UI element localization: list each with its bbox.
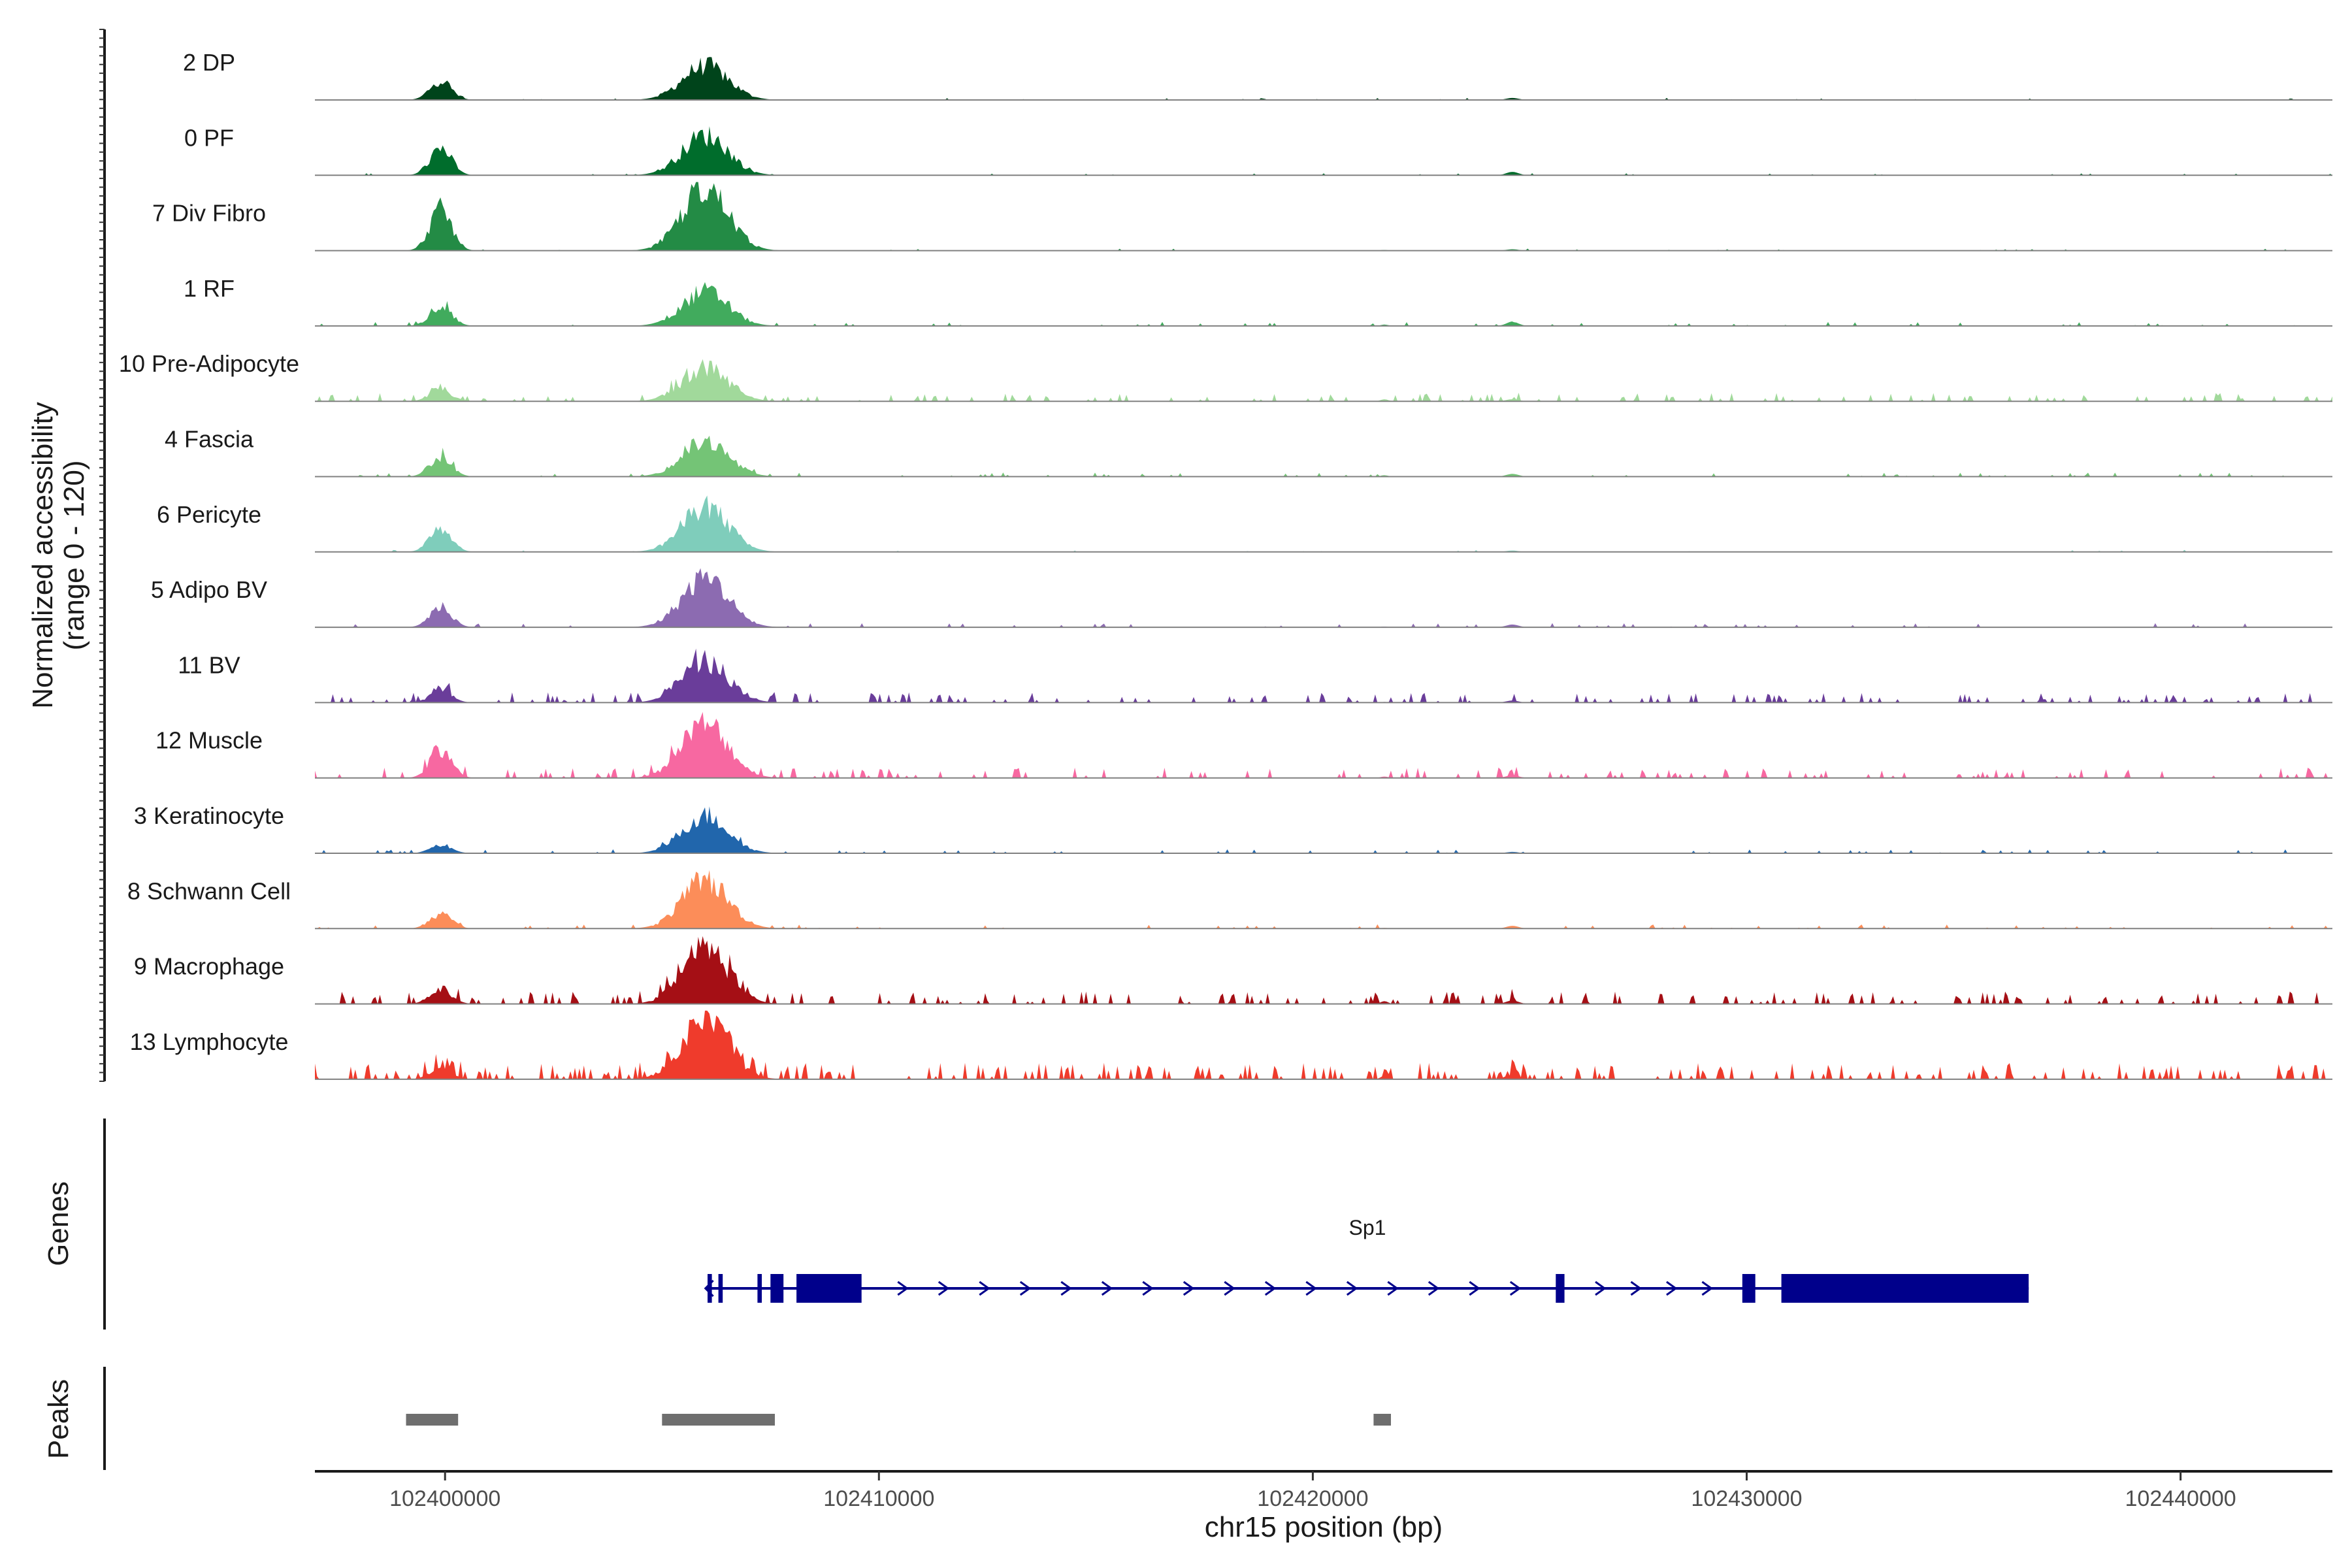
track-label: 6 Pericyte xyxy=(157,501,261,528)
track-label: 2 DP xyxy=(183,49,235,76)
genes-track: Genes Sp1 xyxy=(42,1119,2029,1330)
track-8-schwann-cell: 8 Schwann Cell xyxy=(127,870,2332,930)
track-label: 0 PF xyxy=(184,124,234,151)
gene-exon xyxy=(757,1274,762,1303)
track-label: 5 Adipo BV xyxy=(151,576,267,603)
gene-strand-arrow xyxy=(1469,1281,1480,1296)
track-13-lymphocyte: 13 Lymphocyte xyxy=(130,1010,2332,1080)
track-3-keratinocyte: 3 Keratinocyte xyxy=(134,802,2332,854)
track-5-adipo-bv: 5 Adipo BV xyxy=(151,568,2332,629)
peaks-track-label: Peaks xyxy=(42,1379,74,1459)
gene-strand-arrow xyxy=(1701,1281,1713,1296)
gene-strand-arrow xyxy=(1630,1281,1642,1296)
gene-strand-arrow xyxy=(1183,1281,1195,1296)
track-label: 13 Lymphocyte xyxy=(130,1028,289,1055)
track-label: 3 Keratinocyte xyxy=(134,802,284,829)
track-6-pericyte: 6 Pericyte xyxy=(157,495,2332,553)
peaks-track: Peaks xyxy=(42,1367,1391,1470)
x-axis: 102400000 102410000 102420000 102430000 1024… xyxy=(315,1470,2332,1543)
track-label: 1 RF xyxy=(184,275,235,302)
gene-strand-arrow xyxy=(979,1281,990,1296)
coverage-area xyxy=(315,495,2332,552)
track-2-dp: 2 DP xyxy=(183,49,2332,101)
coverage-area xyxy=(315,648,2332,703)
gene-strand-arrow xyxy=(1101,1281,1113,1296)
track-label: 7 Div Fibro xyxy=(152,200,266,227)
track-12-muscle: 12 Muscle xyxy=(155,711,2332,779)
track-label: 8 Schwann Cell xyxy=(127,877,291,904)
gene-strand-arrow xyxy=(1305,1281,1317,1296)
coverage-area xyxy=(315,126,2332,176)
coverage-area xyxy=(315,1010,2332,1079)
track-label: 4 Fascia xyxy=(165,426,254,453)
genes-track-label: Genes xyxy=(42,1181,74,1266)
x-tick-label: 102430000 xyxy=(1691,1486,1802,1511)
gene-strand-arrow xyxy=(1142,1281,1154,1296)
y-axis-title: Normalized accessibility xyxy=(27,402,59,708)
peak-bars xyxy=(406,1414,1391,1426)
track-11-bv: 11 BV xyxy=(178,648,2332,704)
y-axis: Normalized accessibility (range 0 - 120) xyxy=(27,29,106,1082)
gene-exon xyxy=(770,1274,784,1303)
gene-model-sp1 xyxy=(704,1274,2029,1303)
peak-bar xyxy=(406,1414,459,1426)
gene-strand-arrow xyxy=(1666,1281,1678,1296)
gene-strand-arrow xyxy=(1019,1281,1032,1296)
gene-strand-arrow xyxy=(1428,1281,1440,1296)
x-axis-ticks: 102400000 102410000 102420000 102430000 1024… xyxy=(389,1471,2236,1511)
gene-exon xyxy=(1742,1274,1756,1303)
track-10-pre-adipocyte: 10 Pre-Adipocyte xyxy=(119,350,2332,402)
coverage-area xyxy=(315,435,2332,477)
gene-strand-arrow xyxy=(1387,1281,1399,1296)
track-4-fascia: 4 Fascia xyxy=(165,426,2332,478)
y-axis-range: (range 0 - 120) xyxy=(58,460,90,650)
track-label: 11 BV xyxy=(178,651,240,678)
coverage-area xyxy=(315,711,2332,778)
gene-strand-arrow xyxy=(897,1281,909,1296)
coverage-tracks: 2 DP 0 PF 7 Div Fibro 1 RF 10 Pre-Adipocyte 4… xyxy=(119,49,2332,1080)
x-tick-label: 102440000 xyxy=(2125,1486,2236,1511)
peak-bar xyxy=(662,1414,775,1426)
track-9-macrophage: 9 Macrophage xyxy=(134,936,2332,1005)
coverage-area xyxy=(315,936,2332,1004)
coverage-area xyxy=(315,568,2332,628)
gene-strand-arrow xyxy=(1509,1281,1522,1296)
coverage-area xyxy=(315,182,2332,251)
gene-strand-arrow xyxy=(938,1281,950,1296)
gene-exon xyxy=(1556,1274,1565,1303)
track-label: 12 Muscle xyxy=(155,727,263,754)
track-1-rf: 1 RF xyxy=(184,275,2332,327)
gene-strand-arrow xyxy=(1224,1281,1235,1296)
x-tick-label: 102400000 xyxy=(389,1486,500,1511)
x-tick-label: 102420000 xyxy=(1257,1486,1368,1511)
track-label: 10 Pre-Adipocyte xyxy=(119,350,299,377)
gene-exon xyxy=(1781,1274,2029,1303)
y-axis-ticks xyxy=(99,29,105,1082)
gene-strand-arrow xyxy=(1346,1281,1358,1296)
track-7-div-fibro: 7 Div Fibro xyxy=(152,182,2332,252)
coverage-area xyxy=(315,870,2332,929)
peak-bar xyxy=(1373,1414,1391,1426)
coverage-area xyxy=(315,359,2332,402)
track-label: 9 Macrophage xyxy=(134,953,284,980)
coverage-area xyxy=(315,57,2332,100)
track-0-pf: 0 PF xyxy=(184,124,2332,176)
gene-exon xyxy=(718,1274,723,1303)
x-axis-title: chr15 position (bp) xyxy=(1205,1511,1443,1543)
gene-strand-arrow xyxy=(1595,1281,1607,1296)
coverage-area xyxy=(315,806,2332,853)
coverage-area xyxy=(315,282,2332,326)
gene-strand-arrow xyxy=(1060,1281,1072,1296)
gene-label-sp1: Sp1 xyxy=(1349,1216,1386,1239)
gene-exon xyxy=(708,1274,712,1303)
x-tick-label: 102410000 xyxy=(823,1486,934,1511)
gene-strand-arrow xyxy=(1264,1281,1277,1296)
gene-exon xyxy=(796,1274,862,1303)
